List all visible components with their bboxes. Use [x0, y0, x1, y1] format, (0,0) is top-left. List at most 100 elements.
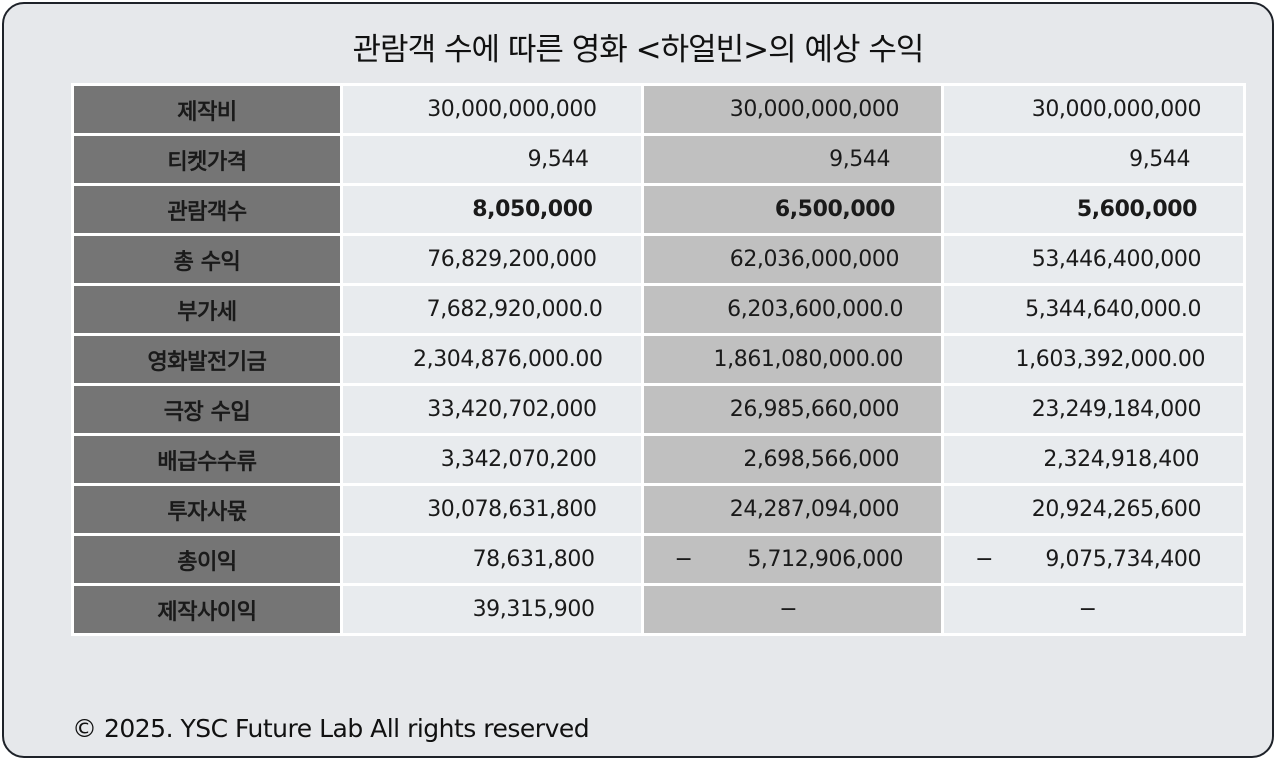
value-cell-content: 2,324,918,400: [944, 436, 1243, 483]
value-text: 6,500,000: [774, 197, 896, 222]
value-text: 9,075,734,400: [1045, 547, 1202, 572]
value-cell-content: − 9,075,734,400: [944, 536, 1243, 583]
value-text: 5,344,640,000.0: [1025, 297, 1202, 322]
table-row: 영화발전기금 2,304,876,000.00 1,861,080,000.00 1,…: [71, 333, 1247, 386]
table-row: 총 수익 76,829,200,000 62,036,000,000 53,446,4…: [71, 233, 1247, 286]
value-cell: 6,203,600,000.0: [640, 283, 945, 336]
row-label: 총 수익: [71, 233, 343, 286]
value-text: 2,324,918,400: [1043, 447, 1200, 472]
value-cell-content: −: [644, 586, 942, 633]
revenue-table-body: 제작비 30,000,000,000 30,000,000,000 30,000,00…: [71, 83, 1247, 636]
page-title: 관람객 수에 따른 영화 <하얼빈>의 예상 수익: [352, 32, 925, 68]
value-cell: − 5,712,906,000: [640, 533, 945, 586]
value-cell: 6,500,000: [640, 183, 945, 236]
table-row: 티켓가격 9,544 9,544 9,544: [71, 133, 1247, 186]
value-cell-content: 26,985,660,000: [644, 386, 942, 433]
value-cell-content: 30,000,000,000: [944, 86, 1243, 133]
value-cell: 30,000,000,000: [941, 83, 1247, 136]
table-row: 제작사이익 39,315,900 − −: [71, 583, 1247, 636]
value-cell-content: 30,000,000,000: [644, 86, 942, 133]
row-label: 투자사몫: [71, 483, 343, 536]
value-cell-content: 8,050,000: [343, 186, 641, 233]
value-text: 9,544: [1129, 147, 1191, 172]
row-label: 배급수수류: [71, 433, 343, 486]
value-text: 78,631,800: [472, 547, 595, 572]
value-cell: 1,603,392,000.00: [941, 333, 1247, 386]
value-cell: 2,324,918,400: [941, 433, 1247, 486]
copyright-footer: © 2025. YSC Future Lab All rights reserv…: [72, 714, 590, 743]
value-text: 2,698,566,000: [743, 447, 900, 472]
value-cell-content: 5,344,640,000.0: [944, 286, 1243, 333]
value-cell: 30,000,000,000: [640, 83, 945, 136]
value-cell-content: 62,036,000,000: [644, 236, 942, 283]
value-cell-content: 1,861,080,000.00: [644, 336, 942, 383]
value-cell: − 9,075,734,400: [941, 533, 1247, 586]
table-row: 배급수수류 3,342,070,200 2,698,566,000 2,324,918…: [71, 433, 1247, 486]
value-cell-content: 3,342,070,200: [343, 436, 641, 483]
value-text: 8,050,000: [472, 197, 593, 222]
value-text: 20,924,265,600: [1031, 497, 1202, 522]
value-cell: 9,544: [340, 133, 644, 186]
value-cell-content: 6,500,000: [644, 186, 942, 233]
value-text: 3,342,070,200: [440, 447, 597, 472]
value-cell: 26,985,660,000: [640, 383, 945, 436]
value-cell: 33,420,702,000: [340, 383, 644, 436]
value-cell: 30,000,000,000: [340, 83, 644, 136]
value-text: 6,203,600,000.0: [727, 297, 904, 322]
table-row: 총이익 78,631,800 − 5,712,906,000 − 9,075,734,40…: [71, 533, 1247, 586]
value-cell-content: 7,682,920,000.0: [343, 286, 641, 333]
value-cell-content: 24,287,094,000: [644, 486, 942, 533]
value-cell: 39,315,900: [340, 583, 644, 636]
value-cell: 9,544: [941, 133, 1247, 186]
row-label: 극장 수입: [71, 383, 343, 436]
value-cell: 7,682,920,000.0: [340, 283, 644, 336]
value-cell-content: 30,000,000,000: [343, 86, 641, 133]
value-cell: 2,698,566,000: [640, 433, 945, 486]
row-label: 티켓가격: [71, 133, 343, 186]
value-text: 1,861,080,000.00: [713, 347, 904, 372]
value-text: 5,600,000: [1076, 197, 1198, 222]
value-cell-content: 2,698,566,000: [644, 436, 942, 483]
value-text: 23,249,184,000: [1031, 397, 1202, 422]
value-cell-content: 9,544: [944, 136, 1243, 183]
value-cell-content: 2,304,876,000.00: [343, 336, 641, 383]
empty-dash: −: [779, 597, 798, 622]
value-cell-content: − 5,712,906,000: [644, 536, 942, 583]
value-text: 7,682,920,000.0: [426, 297, 603, 322]
value-cell-content: 39,315,900: [343, 586, 641, 633]
value-text: 30,000,000,000: [1031, 97, 1202, 122]
value-cell-content: 30,078,631,800: [343, 486, 641, 533]
value-text: 76,829,200,000: [427, 247, 597, 272]
value-cell-content: 33,420,702,000: [343, 386, 641, 433]
value-text: 9,544: [829, 147, 891, 172]
row-label: 제작비: [71, 83, 343, 136]
row-label: 제작사이익: [71, 583, 343, 636]
table-row: 극장 수입 33,420,702,000 26,985,660,000 23,249,…: [71, 383, 1247, 436]
value-cell-content: 1,603,392,000.00: [944, 336, 1243, 383]
value-text: 62,036,000,000: [729, 247, 900, 272]
negative-sign: −: [674, 547, 693, 572]
value-cell: 5,344,640,000.0: [941, 283, 1247, 336]
value-cell-content: 20,924,265,600: [944, 486, 1243, 533]
value-cell-content: 9,544: [644, 136, 942, 183]
table-row: 부가세 7,682,920,000.0 6,203,600,000.0 5,344,6…: [71, 283, 1247, 336]
value-cell-content: 6,203,600,000.0: [644, 286, 942, 333]
value-text: 33,420,702,000: [427, 397, 597, 422]
value-cell: 3,342,070,200: [340, 433, 644, 486]
value-cell: 23,249,184,000: [941, 383, 1247, 436]
value-cell: −: [640, 583, 945, 636]
value-text: 30,078,631,800: [427, 497, 597, 522]
value-cell: 5,600,000: [941, 183, 1247, 236]
value-cell: 24,287,094,000: [640, 483, 945, 536]
value-cell-content: 23,249,184,000: [944, 386, 1243, 433]
value-cell: 1,861,080,000.00: [640, 333, 945, 386]
value-text: 30,000,000,000: [427, 97, 597, 122]
value-text: 5,712,906,000: [747, 547, 904, 572]
value-text: 1,603,392,000.00: [1015, 347, 1206, 372]
value-cell: 30,078,631,800: [340, 483, 644, 536]
row-label: 부가세: [71, 283, 343, 336]
value-text: 30,000,000,000: [729, 97, 900, 122]
value-cell-content: 78,631,800: [343, 536, 641, 583]
row-label: 관람객수: [71, 183, 343, 236]
